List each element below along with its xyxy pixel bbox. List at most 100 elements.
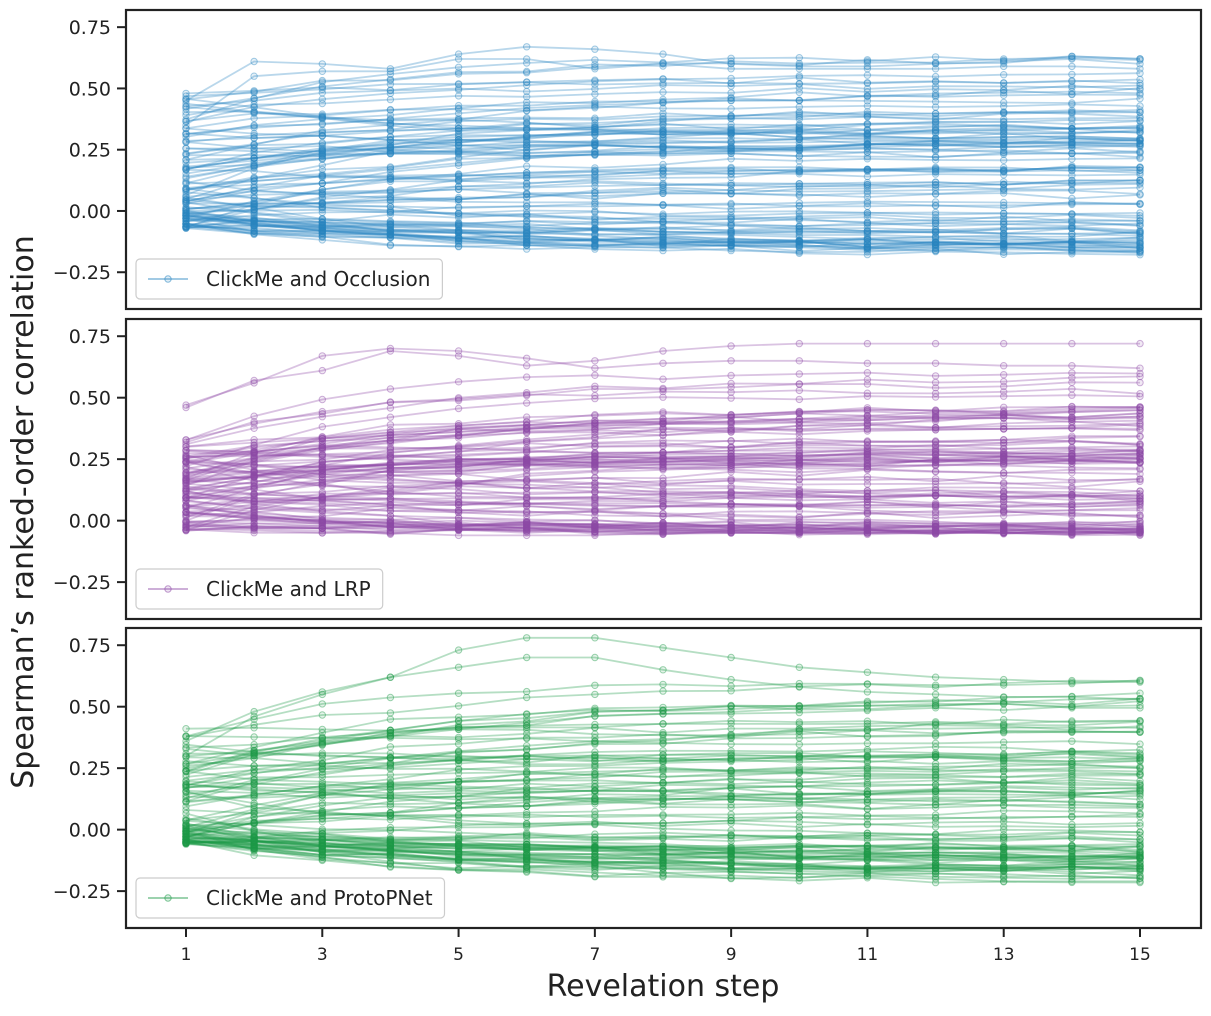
data-point <box>318 218 326 227</box>
series-line <box>185 110 1141 135</box>
data-point <box>591 119 599 127</box>
data-point <box>454 145 463 153</box>
data-point <box>727 79 735 87</box>
data-point <box>1136 55 1144 63</box>
data-point <box>318 179 326 187</box>
data-point <box>318 226 326 235</box>
data-point <box>250 522 258 530</box>
data-point <box>659 239 667 247</box>
data-point <box>318 111 326 120</box>
data-point <box>795 115 803 124</box>
data-point <box>659 219 667 227</box>
data-point <box>795 237 803 245</box>
data-point <box>659 833 667 841</box>
data-point <box>386 452 395 461</box>
data-point <box>727 134 735 142</box>
data-point <box>1000 102 1008 110</box>
data-point <box>931 137 940 145</box>
data-point <box>250 94 258 102</box>
data-point <box>250 462 258 470</box>
data-point <box>863 529 872 537</box>
data-point <box>1068 457 1076 465</box>
data-point <box>591 424 599 432</box>
data-point <box>250 57 258 66</box>
data-point <box>182 211 190 219</box>
data-point <box>727 54 735 62</box>
data-point <box>318 529 326 537</box>
data-point <box>182 524 190 532</box>
data-point <box>863 111 872 120</box>
data-point <box>795 127 803 135</box>
data-point <box>863 218 872 226</box>
data-point <box>1000 124 1008 132</box>
data-point <box>1000 79 1008 87</box>
data-point <box>1136 89 1144 98</box>
data-point <box>182 468 190 476</box>
data-point <box>1000 239 1008 247</box>
data-point <box>863 228 872 237</box>
data-point <box>863 213 872 221</box>
data-point <box>591 121 599 130</box>
data-point <box>727 115 735 123</box>
data-point <box>795 144 803 152</box>
data-point <box>1068 524 1076 532</box>
data-point <box>250 446 258 454</box>
data-point <box>318 150 326 159</box>
data-point <box>659 347 667 355</box>
data-point <box>863 148 872 157</box>
data-point <box>386 231 395 239</box>
data-point <box>1136 229 1144 237</box>
data-point <box>250 72 258 80</box>
series-line <box>185 217 1141 254</box>
data-point <box>659 164 667 172</box>
data-point <box>523 522 531 530</box>
data-point <box>182 725 190 733</box>
data-point <box>454 232 463 241</box>
data-point <box>727 466 735 474</box>
series-line <box>185 168 1141 190</box>
data-point <box>454 432 463 440</box>
series-line <box>185 98 1141 140</box>
data-point <box>1000 525 1008 534</box>
data-point <box>931 58 940 67</box>
data-point <box>523 512 531 520</box>
data-point <box>591 835 599 844</box>
data-point <box>727 235 735 244</box>
data-point <box>523 857 531 866</box>
data-point <box>863 221 872 229</box>
data-point <box>863 525 872 533</box>
data-point <box>931 424 940 432</box>
data-point <box>386 789 395 797</box>
data-point <box>1136 217 1144 225</box>
data-point <box>454 182 463 191</box>
data-point <box>318 142 326 150</box>
data-point <box>454 182 463 191</box>
data-point <box>795 123 803 131</box>
legend-marker-sample <box>164 585 172 593</box>
data-point <box>182 173 190 181</box>
data-point <box>1000 410 1008 418</box>
series-line <box>185 127 1141 170</box>
data-point <box>591 97 599 106</box>
data-point <box>523 67 531 76</box>
data-point <box>1136 246 1144 254</box>
data-point <box>1136 69 1144 77</box>
data-point <box>863 668 872 676</box>
data-point <box>591 188 599 197</box>
data-point <box>795 791 803 799</box>
data-point <box>182 179 190 188</box>
data-point <box>318 509 326 517</box>
data-point <box>727 220 735 228</box>
data-point <box>454 177 463 185</box>
data-point <box>386 439 395 447</box>
data-point <box>523 476 531 484</box>
data-point <box>1136 122 1144 130</box>
data-point <box>727 129 735 137</box>
data-point <box>931 136 940 144</box>
data-point <box>727 379 735 388</box>
data-point <box>931 423 940 431</box>
data-point <box>591 846 599 854</box>
data-point <box>386 125 395 134</box>
data-point <box>250 221 258 229</box>
data-point <box>727 74 735 83</box>
